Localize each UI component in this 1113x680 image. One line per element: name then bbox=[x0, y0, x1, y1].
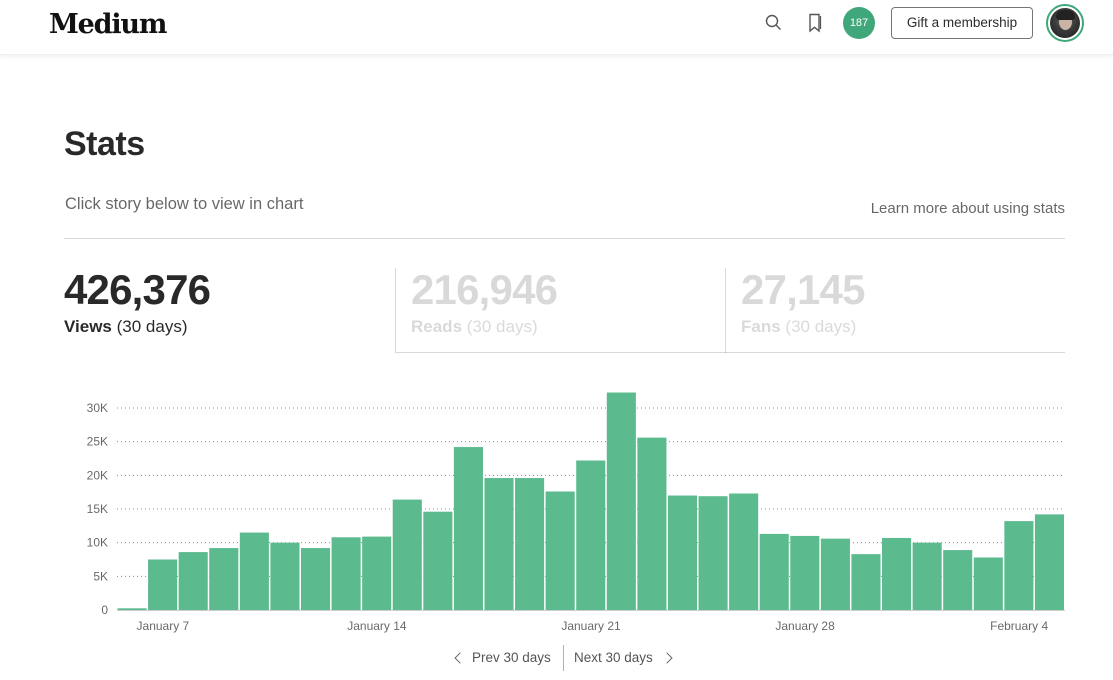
chart-bar[interactable] bbox=[453, 447, 483, 610]
header-divider bbox=[64, 238, 1065, 239]
reads-label-text: Reads bbox=[411, 317, 463, 336]
date-pager: Prev 30 days Next 30 days bbox=[0, 645, 1113, 671]
x-tick-label: January 28 bbox=[775, 619, 835, 633]
views-count: 426,376 bbox=[64, 266, 211, 313]
next-30-days-button[interactable]: Next 30 days bbox=[574, 647, 673, 671]
page-subtitle: Click story below to view in chart bbox=[65, 195, 304, 213]
chevron-right-icon bbox=[661, 652, 673, 665]
y-tick-label: 15K bbox=[87, 502, 108, 516]
chart-bar[interactable] bbox=[759, 533, 789, 610]
chart-bar[interactable] bbox=[484, 478, 514, 610]
chart-bar[interactable] bbox=[729, 493, 759, 610]
x-tick-label: February 4 bbox=[990, 619, 1048, 633]
fans-count: 27,145 bbox=[741, 266, 865, 313]
fans-period: (30 days) bbox=[785, 317, 857, 336]
bookmarks-icon[interactable] bbox=[803, 11, 827, 35]
y-tick-label: 0 bbox=[101, 603, 108, 617]
chart-bar[interactable] bbox=[1034, 514, 1064, 610]
next-label: Next 30 days bbox=[574, 650, 653, 665]
chart-bar[interactable] bbox=[667, 495, 698, 610]
stat-reads-tab[interactable]: 216,946 Reads (30 days) bbox=[395, 268, 726, 353]
pager-divider bbox=[563, 645, 564, 671]
y-tick-label: 20K bbox=[87, 468, 108, 482]
medium-logo[interactable]: Medium bbox=[49, 9, 167, 40]
chart-bar[interactable] bbox=[606, 392, 636, 610]
views-period: (30 days) bbox=[116, 317, 188, 336]
chart-bar[interactable] bbox=[790, 535, 820, 610]
chart-bar[interactable] bbox=[576, 460, 606, 610]
views-bar-chart: 0 5K 10K 15K 20K 25K 30K January 7 January 14 Jan… bbox=[87, 392, 1065, 633]
views-label-text: Views bbox=[64, 317, 112, 336]
chart-bar[interactable] bbox=[300, 548, 331, 610]
chart-bar[interactable] bbox=[209, 548, 239, 610]
reads-count: 216,946 bbox=[411, 266, 558, 313]
chart-bar[interactable] bbox=[698, 496, 728, 610]
chart-bar[interactable] bbox=[943, 550, 973, 610]
y-tick-label: 5K bbox=[93, 569, 108, 583]
chart-bar[interactable] bbox=[423, 511, 453, 610]
chevron-left-icon bbox=[454, 652, 466, 665]
chart-bar[interactable] bbox=[270, 542, 300, 610]
x-tick-label: January 14 bbox=[347, 619, 407, 633]
chart-bar[interactable] bbox=[515, 478, 545, 610]
chart-bar[interactable] bbox=[1004, 521, 1034, 610]
x-tick-label: January 7 bbox=[137, 619, 190, 633]
prev-label: Prev 30 days bbox=[472, 650, 551, 665]
chart-bar[interactable] bbox=[912, 542, 942, 610]
chart-bar[interactable] bbox=[392, 499, 422, 610]
chart-bar[interactable] bbox=[637, 437, 667, 610]
gift-membership-button[interactable]: Gift a membership bbox=[891, 7, 1033, 39]
chart-bar[interactable] bbox=[851, 554, 881, 610]
top-navbar: Medium 187 Gift a membership bbox=[0, 0, 1113, 55]
chart-bar[interactable] bbox=[117, 608, 147, 610]
prev-30-days-button[interactable]: Prev 30 days bbox=[452, 647, 551, 671]
page-title: Stats bbox=[64, 125, 145, 163]
chart-bar[interactable] bbox=[545, 491, 575, 610]
stat-views-tab[interactable]: 426,376 Views (30 days) bbox=[64, 268, 395, 353]
learn-more-link[interactable]: Learn more about using stats bbox=[870, 200, 1065, 217]
y-tick-label: 10K bbox=[87, 536, 108, 550]
stat-fans-tab[interactable]: 27,145 Fans (30 days) bbox=[725, 268, 1065, 353]
reads-label: Reads (30 days) bbox=[411, 317, 726, 337]
x-tick-label: January 21 bbox=[561, 619, 621, 633]
search-icon[interactable] bbox=[762, 11, 786, 35]
y-tick-label: 30K bbox=[87, 401, 108, 415]
avatar-image bbox=[1050, 8, 1080, 38]
reads-period: (30 days) bbox=[466, 317, 538, 336]
chart-bar[interactable] bbox=[148, 559, 178, 611]
chart-bar[interactable] bbox=[331, 537, 361, 610]
notifications-badge[interactable]: 187 bbox=[843, 7, 875, 39]
y-tick-label: 25K bbox=[87, 435, 108, 449]
chart-bar[interactable] bbox=[973, 557, 1003, 610]
fans-label-text: Fans bbox=[741, 317, 781, 336]
chart-bar[interactable] bbox=[882, 537, 912, 610]
views-label: Views (30 days) bbox=[64, 317, 395, 337]
chart-bar[interactable] bbox=[178, 552, 208, 610]
fans-label: Fans (30 days) bbox=[741, 317, 1065, 337]
chart-bar[interactable] bbox=[362, 536, 392, 610]
chart-bar[interactable] bbox=[820, 538, 850, 610]
user-avatar[interactable] bbox=[1046, 4, 1084, 42]
avatar-hair bbox=[1056, 10, 1075, 20]
chart-bar[interactable] bbox=[239, 532, 269, 610]
